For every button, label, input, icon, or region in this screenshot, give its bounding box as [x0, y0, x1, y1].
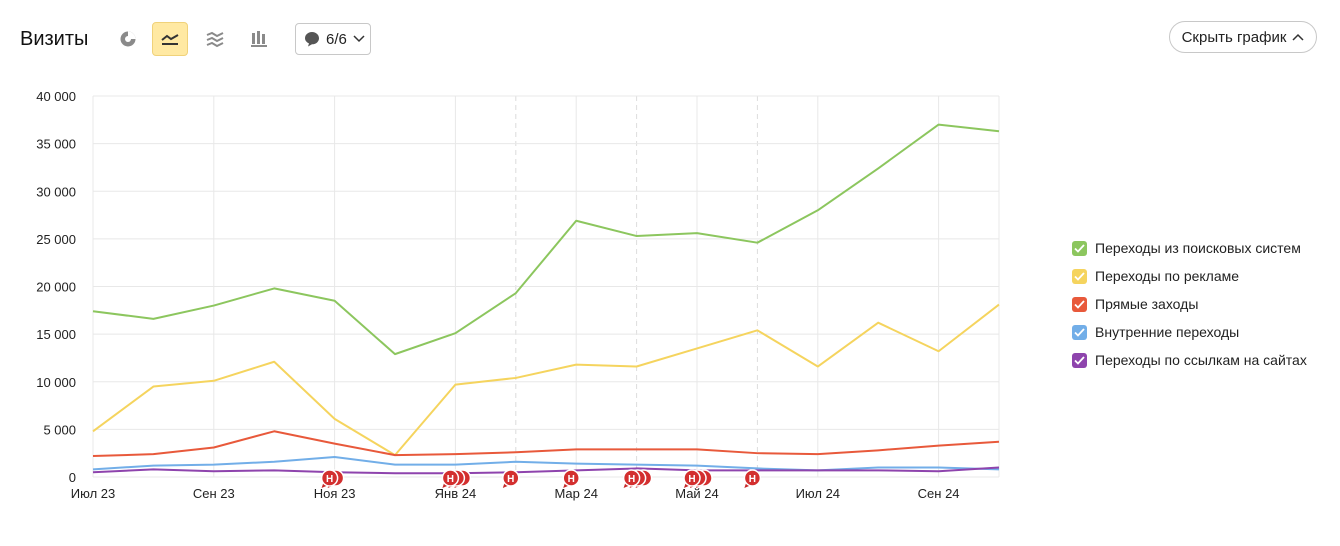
y-tick-label: 40 000	[36, 89, 76, 104]
x-tick-label: Янв 24	[435, 486, 477, 501]
y-tick-label: 30 000	[36, 184, 76, 199]
annotation-letter: Н	[447, 474, 454, 485]
series-line	[92, 123, 1000, 356]
annotation-letter: Н	[688, 474, 695, 485]
x-tick-label: Июл 23	[71, 486, 115, 501]
annotations-filter-button[interactable]: 6/6	[295, 23, 371, 55]
y-tick-label: 35 000	[36, 137, 76, 152]
chevron-up-icon	[1292, 33, 1304, 41]
x-tick-label: Сен 23	[193, 486, 235, 501]
comment-icon	[305, 32, 319, 47]
y-tick-label: 15 000	[36, 327, 76, 342]
checkbox-icon[interactable]	[1072, 296, 1087, 312]
annotation-letter: Н	[326, 474, 333, 485]
annotation-marker	[502, 469, 520, 487]
annotation-marker	[441, 469, 460, 487]
x-tick-label: Ноя 23	[314, 486, 356, 501]
series-line	[92, 466, 1000, 475]
checkbox-icon[interactable]	[1072, 324, 1087, 340]
x-tick-label: Сен 24	[918, 486, 960, 501]
checkbox-icon[interactable]	[1072, 268, 1087, 284]
y-tick-label: 25 000	[36, 232, 76, 247]
hide-chart-button[interactable]: Скрыть график	[1169, 21, 1317, 53]
annotation-marker	[320, 469, 339, 487]
y-tick-label: 5 000	[43, 422, 76, 437]
checkbox-icon[interactable]	[1072, 240, 1087, 256]
series-line	[92, 455, 1000, 472]
legend-label: Прямые заходы	[1095, 296, 1199, 312]
annotation-marker	[683, 469, 701, 487]
legend-item[interactable]: Переходы из поисковых систем	[1072, 234, 1307, 262]
annotation-marker	[562, 469, 580, 487]
bar-chart-icon	[251, 31, 267, 47]
legend-item[interactable]: Прямые заходы	[1072, 290, 1307, 318]
area-chart-icon	[206, 31, 224, 48]
legend-label: Внутренние переходы	[1095, 324, 1240, 340]
bar-view-button[interactable]	[241, 22, 277, 56]
annotation-letter: Н	[628, 474, 635, 485]
pie-chart-icon	[120, 31, 136, 47]
annotation-letter: Н	[568, 474, 575, 485]
annotation-marker	[622, 469, 641, 487]
chart-legend: Переходы из поисковых систем Переходы по …	[1072, 234, 1307, 374]
legend-label: Переходы по ссылкам на сайтах	[1095, 352, 1307, 368]
legend-label: Переходы по рекламе	[1095, 268, 1240, 284]
x-tick-label: Мар 24	[554, 486, 598, 501]
annotation-marker	[743, 469, 762, 487]
page-title: Визиты	[20, 28, 89, 50]
filter-count: 6/6	[326, 30, 347, 48]
chevron-down-icon	[353, 35, 365, 43]
y-tick-label: 20 000	[36, 280, 76, 295]
legend-item[interactable]: Переходы по рекламе	[1072, 262, 1307, 290]
series-line	[92, 430, 1000, 458]
x-tick-label: Июл 24	[796, 486, 840, 501]
series-line	[92, 303, 1000, 457]
legend-item[interactable]: Переходы по ссылкам на сайтах	[1072, 346, 1307, 374]
annotation-letter: Н	[507, 474, 514, 485]
checkbox-icon[interactable]	[1072, 352, 1087, 368]
legend-item[interactable]: Внутренние переходы	[1072, 318, 1307, 346]
legend-label: Переходы из поисковых систем	[1095, 240, 1301, 256]
y-tick-label: 0	[69, 470, 76, 485]
y-tick-label: 10 000	[36, 375, 76, 390]
line-chart-icon	[161, 34, 179, 45]
x-tick-label: Май 24	[675, 486, 719, 501]
hide-chart-label: Скрыть график	[1181, 28, 1287, 46]
area-view-button[interactable]	[197, 22, 233, 56]
pie-view-button[interactable]	[110, 22, 146, 56]
annotation-letter: Н	[749, 474, 756, 485]
line-view-button[interactable]	[152, 22, 188, 56]
